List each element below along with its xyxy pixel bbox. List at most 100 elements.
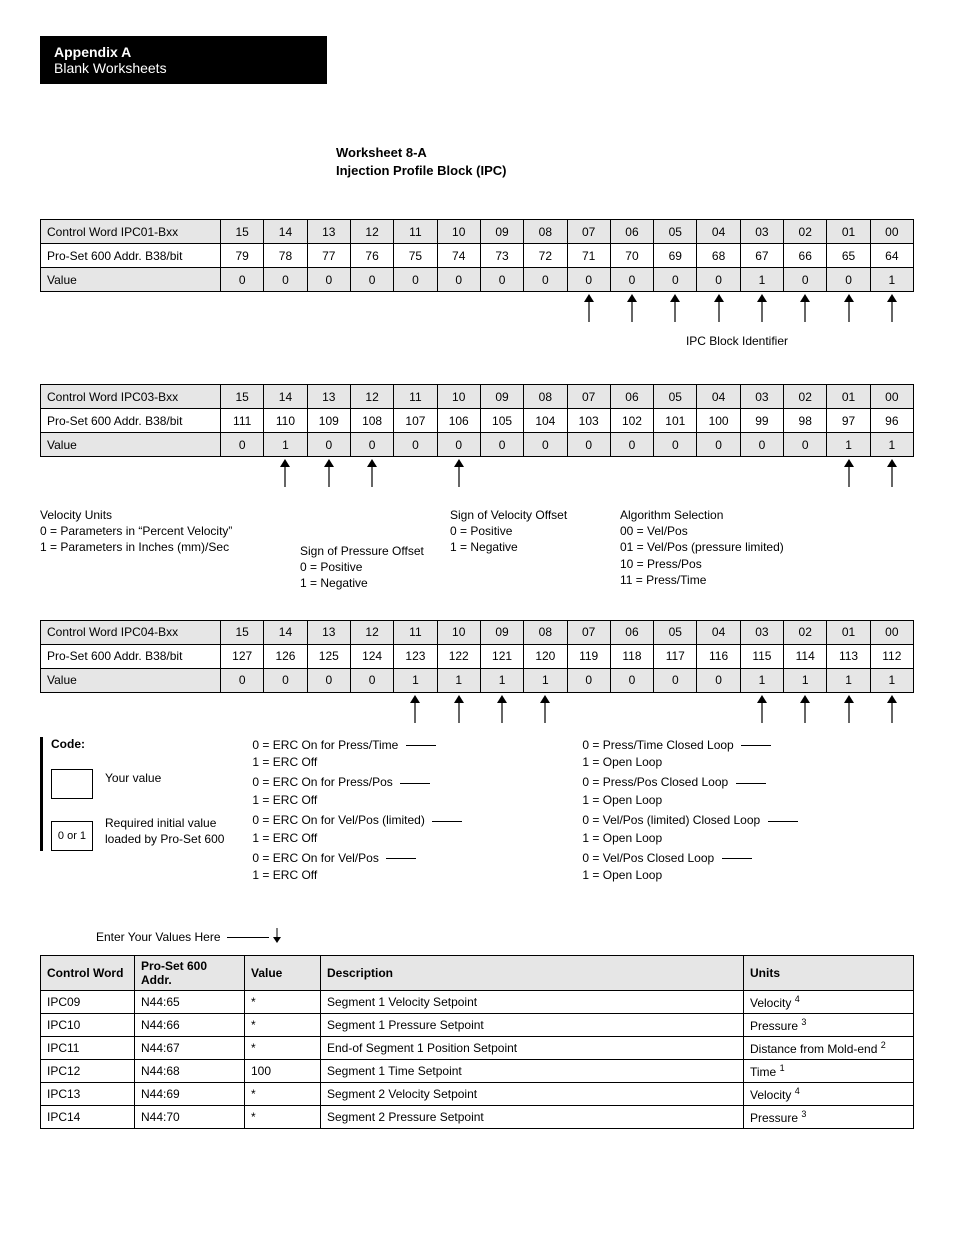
bit-cell: 65: [827, 244, 870, 268]
table-row: IPC09N44:65*Segment 1 Velocity SetpointV…: [41, 990, 914, 1013]
table-cell: IPC09: [41, 990, 135, 1013]
bit-cell: 12: [350, 620, 393, 644]
bit-cell: 99: [740, 409, 783, 433]
bit-cell: 14: [264, 620, 307, 644]
bit-cell: 00: [870, 220, 913, 244]
bit-cell: 03: [740, 620, 783, 644]
bit-cell: 120: [524, 644, 567, 668]
bit-cell: 00: [870, 385, 913, 409]
up-arrow-icon: [452, 695, 462, 725]
bit-cell: 07: [567, 385, 610, 409]
bit-cell: 117: [654, 644, 697, 668]
row-label: Pro-Set 600 Addr. B38/bit: [41, 244, 221, 268]
up-arrow-icon: [842, 294, 852, 324]
bit-cell: 05: [654, 385, 697, 409]
column-header: Pro-Set 600 Addr.: [135, 955, 245, 990]
table-cell: Segment 1 Velocity Setpoint: [321, 990, 744, 1013]
bit-cell: 10: [437, 220, 480, 244]
column-header: Control Word: [41, 955, 135, 990]
bit-cell: 75: [394, 244, 437, 268]
table-cell: Segment 2 Pressure Setpoint: [321, 1105, 744, 1128]
table-row: IPC12N44:68100Segment 1 Time SetpointTim…: [41, 1059, 914, 1082]
ipc-block-identifier-label: IPC Block Identifier: [560, 334, 914, 348]
required-initial-label: Required initial valueloaded by Pro-Set …: [105, 816, 224, 847]
segment-table: Control WordPro-Set 600 Addr.ValueDescri…: [40, 955, 914, 1129]
up-arrow-icon: [798, 294, 808, 324]
bit-cell: 123: [394, 644, 437, 668]
worksheet-title-line1: Worksheet 8-A: [336, 144, 914, 162]
bit-cell: 0: [784, 433, 827, 457]
table-cell: IPC10: [41, 1013, 135, 1036]
up-arrow-icon: [842, 695, 852, 725]
bit-cell: 06: [610, 220, 653, 244]
table-cell: Distance from Mold-end 2: [744, 1036, 914, 1059]
bit-cell: 108: [350, 409, 393, 433]
bit-cell: 101: [654, 409, 697, 433]
row-label: Control Word IPC03-Bxx: [41, 385, 221, 409]
bit-cell: 113: [827, 644, 870, 668]
loop-note: 0 = Vel/Pos Closed Loop 1 = Open Loop: [582, 850, 842, 885]
bit-table: Control Word IPC03-Bxx151413121110090807…: [40, 384, 914, 457]
bit-cell: 0: [264, 668, 307, 692]
bit-cell: 0: [697, 668, 740, 692]
table-cell: N44:66: [135, 1013, 245, 1036]
down-arrow-icon: [271, 928, 283, 947]
up-arrow-icon: [452, 459, 462, 489]
erc-note: 0 = ERC On for Press/Pos 1 = ERC Off: [252, 774, 482, 809]
bit-cell: 0: [307, 268, 350, 292]
bit-cell: 13: [307, 385, 350, 409]
table-cell: IPC11: [41, 1036, 135, 1059]
bit-cell: 12: [350, 385, 393, 409]
row-label: Value: [41, 268, 221, 292]
bit-cell: 0: [740, 433, 783, 457]
bit-cell: 0: [567, 668, 610, 692]
bit-cell: 04: [697, 620, 740, 644]
bit-table-section: Control Word IPC03-Bxx151413121110090807…: [40, 384, 914, 592]
bit-cell: 1: [264, 433, 307, 457]
bit-cell: 1: [524, 668, 567, 692]
bit-table-section: Control Word IPC04-Bxx151413121110090807…: [40, 620, 914, 888]
loop-note: 0 = Press/Time Closed Loop 1 = Open Loop: [582, 737, 842, 772]
bit-cell: 107: [394, 409, 437, 433]
bit-cell: 66: [784, 244, 827, 268]
row-label: Pro-Set 600 Addr. B38/bit: [41, 409, 221, 433]
up-arrow-icon: [885, 459, 895, 489]
bit-cell: 14: [264, 220, 307, 244]
bit-cell: 74: [437, 244, 480, 268]
up-arrow-icon: [538, 695, 548, 725]
bit-cell: 03: [740, 220, 783, 244]
bit-cell: 110: [264, 409, 307, 433]
bit-cell: 09: [480, 385, 523, 409]
table-row: IPC11N44:67*End-of Segment 1 Position Se…: [41, 1036, 914, 1059]
bit-cell: 02: [784, 620, 827, 644]
bit-cell: 0: [654, 668, 697, 692]
up-arrow-icon: [755, 695, 765, 725]
bit-cell: 0: [480, 268, 523, 292]
bit-cell: 1: [870, 668, 913, 692]
table-cell: Velocity 4: [744, 1082, 914, 1105]
up-arrow-icon: [408, 695, 418, 725]
up-arrow-icon: [322, 459, 332, 489]
bit-cell: 73: [480, 244, 523, 268]
bit-cell: 0: [350, 668, 393, 692]
bit-cell: 0: [221, 433, 264, 457]
up-arrow-icon: [625, 294, 635, 324]
bit-cell: 12: [350, 220, 393, 244]
bit-cell: 06: [610, 620, 653, 644]
arrow-row: [40, 693, 914, 729]
table-cell: *: [245, 1036, 321, 1059]
bit-cell: 127: [221, 644, 264, 668]
up-arrow-icon: [278, 459, 288, 489]
table-cell: IPC12: [41, 1059, 135, 1082]
table-cell: Pressure 3: [744, 1105, 914, 1128]
table-cell: *: [245, 1013, 321, 1036]
table-cell: N44:69: [135, 1082, 245, 1105]
bit-cell: 122: [437, 644, 480, 668]
code-title: Code:: [51, 737, 224, 751]
code-labels: Your valueRequired initial valueloaded b…: [105, 763, 224, 851]
bit-cell: 100: [697, 409, 740, 433]
up-arrow-icon: [712, 294, 722, 324]
worksheet-title: Worksheet 8-A Injection Profile Block (I…: [336, 144, 914, 179]
row-label: Value: [41, 668, 221, 692]
bit-cell: 0: [697, 433, 740, 457]
